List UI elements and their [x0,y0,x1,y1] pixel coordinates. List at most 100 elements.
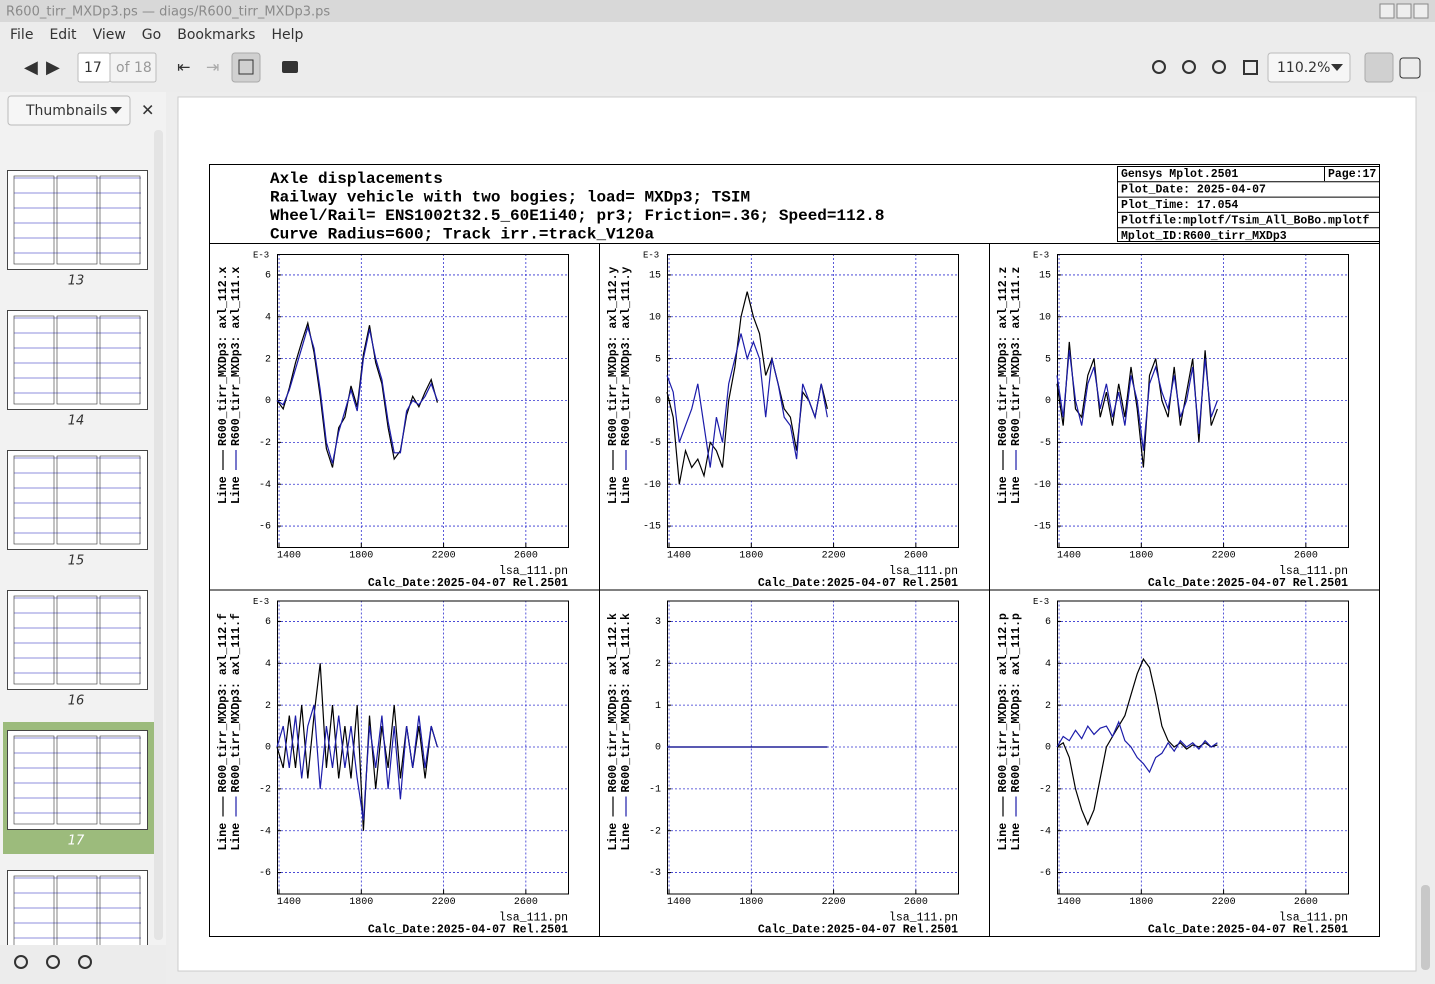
data-line [1056,720,1218,774]
y-tick-label: 2 [655,659,661,670]
legend-name: R600_tirr_MXDp3: axl_112.k [607,613,620,793]
minimize-button[interactable] [1379,3,1395,19]
chart: 1400 1800 2200 2600 -6 -4 -2 0 2 4 6 E-3 Line R600_ti… [217,250,569,590]
x-axis-label: lsa_111.pn [1279,912,1348,925]
fit-page[interactable] [1243,60,1258,75]
thumbnail-label: 16 [68,694,85,709]
menu-bar: File Edit View Go Bookmarks Help [10,27,303,43]
y-tick-label: 5 [1045,354,1051,365]
sidebar-mode[interactable]: Thumbnails [25,103,107,119]
legend-entry: Line R600_tirr_MXDp3: axl_111.y [620,266,633,504]
chart-footer: Calc_Date:2025-04-07 Rel.2501 [368,577,568,590]
thumbnail[interactable] [7,310,148,410]
y-tick-label: -1 [649,784,661,795]
maximize-button[interactable] [1396,3,1412,19]
info-page: Page:17 [1328,168,1376,181]
x-tick-label: 2600 [1294,897,1318,908]
y-tick-label: 0 [655,396,661,407]
next-history[interactable]: ⇥ [206,58,219,77]
title-bar [0,0,1435,22]
y-tick-label: 0 [1045,743,1051,754]
legend-name: R600_tirr_MXDp3: axl_112.x [217,266,230,446]
y-tick-label: 5 [655,354,661,365]
legend-prefix: Line [620,476,633,504]
legend-name: R600_tirr_MXDp3: axl_111.y [620,266,633,446]
legend-prefix: Line [230,823,243,851]
sidebar-toggle[interactable] [231,52,261,83]
x-tick-label: 1800 [349,551,373,562]
y-tick-label: -2 [649,826,661,837]
doc-title-line: Curve Radius=600; Track irr.=track_V120a [270,226,654,244]
y-tick-label: -2 [259,784,271,795]
sidebar-close[interactable]: ✕ [141,101,154,120]
zoom-in[interactable] [1182,60,1196,74]
menu-item[interactable]: Help [271,27,303,43]
thumbnail-cell [56,175,98,265]
legend-name: R600_tirr_MXDp3: axl_111.z [1010,266,1023,446]
y-scale-label: E-3 [1033,250,1049,260]
y-tick-label: -6 [259,522,271,533]
thumbnail[interactable] [7,730,148,830]
thumbnail[interactable] [7,170,148,270]
thumbnail-cell [56,455,98,545]
thumbnail-cell [13,175,55,265]
x-tick-label: 2600 [904,897,928,908]
legend-entry: Line R600_tirr_MXDp3: axl_111.k [620,613,633,851]
back-button[interactable]: ◀ [24,57,38,78]
menu-item[interactable]: File [10,27,33,43]
x-tick-label: 2600 [514,551,538,562]
y-tick-label: 10 [1039,312,1051,323]
x-tick-label: 1800 [1129,551,1153,562]
sidebar-scrollbar[interactable] [154,130,163,940]
print-button[interactable] [282,61,298,73]
x-tick-label: 2200 [432,897,456,908]
menu-item[interactable]: View [93,27,126,43]
continuous-toggle[interactable] [1364,52,1394,83]
x-tick-label: 2200 [1212,551,1236,562]
zoom-level[interactable]: 110.2% [1277,60,1330,76]
thumbnail[interactable] [7,590,148,690]
info-box [1117,166,1380,242]
sidebar-mode-combo[interactable] [7,95,131,126]
x-tick-label: 1800 [739,897,763,908]
info-plotfile: Plotfile:mplotf/Tsim_All_BoBo.mplotf [1121,215,1370,228]
legend-entry: Line R600_tirr_MXDp3: axl_111.p [1010,613,1023,851]
y-tick-label: -10 [1033,480,1051,491]
x-tick-label: 1400 [1057,551,1081,562]
y-tick-label: 2 [1045,701,1051,712]
thumb-zoom-in[interactable] [46,955,60,969]
doc-title-line: Wheel/Rail= ENS1002t32.5_60E1i40; pr3; F… [270,207,885,225]
thumbnail-page [7,590,148,690]
menu-item[interactable]: Edit [49,27,77,43]
legend-prefix: Line [607,476,620,504]
forward-button[interactable]: ▶ [46,57,60,78]
thumb-zoom-out[interactable] [14,955,28,969]
sidebar-dropdown[interactable] [110,107,122,114]
menu-button[interactable] [1399,57,1421,79]
thumbnail-cell [13,315,55,405]
legend-name: R600_tirr_MXDp3: axl_111.p [1010,613,1023,793]
prev-history[interactable]: ⇤ [177,58,190,77]
zoom-fit[interactable] [1212,60,1226,74]
chart: 1400 1800 2200 2600 -15 -10 -5 0 5 10 15 E-3 Line R60… [989,243,1349,590]
x-axis-label: lsa_111.pn [1279,565,1348,578]
menu-item[interactable]: Bookmarks [177,27,255,43]
doc-title-line: Railway vehicle with two bogies; load= M… [270,189,750,207]
y-tick-label: -15 [1033,522,1051,533]
thumbnail[interactable] [7,450,148,550]
page-number[interactable]: 17 [84,60,102,76]
menu-item[interactable]: Go [142,27,161,43]
y-scale-label: E-3 [1033,597,1049,607]
x-tick-label: 1400 [667,897,691,908]
zoom-out[interactable] [1152,60,1166,74]
zoom-combo[interactable] [1267,52,1351,83]
close-button[interactable] [1413,3,1429,19]
y-tick-label: -2 [259,438,271,449]
thumb-zoom-fit[interactable] [78,955,92,969]
thumbnail-cell [13,455,55,545]
data-line [1056,341,1218,468]
thumbnail-cell [56,735,98,825]
info-mplot-id: Mplot_ID:R600_tirr_MXDp3 [1121,230,1287,243]
zoom-dropdown[interactable] [1331,64,1343,71]
page-scrollbar[interactable] [1421,885,1430,970]
